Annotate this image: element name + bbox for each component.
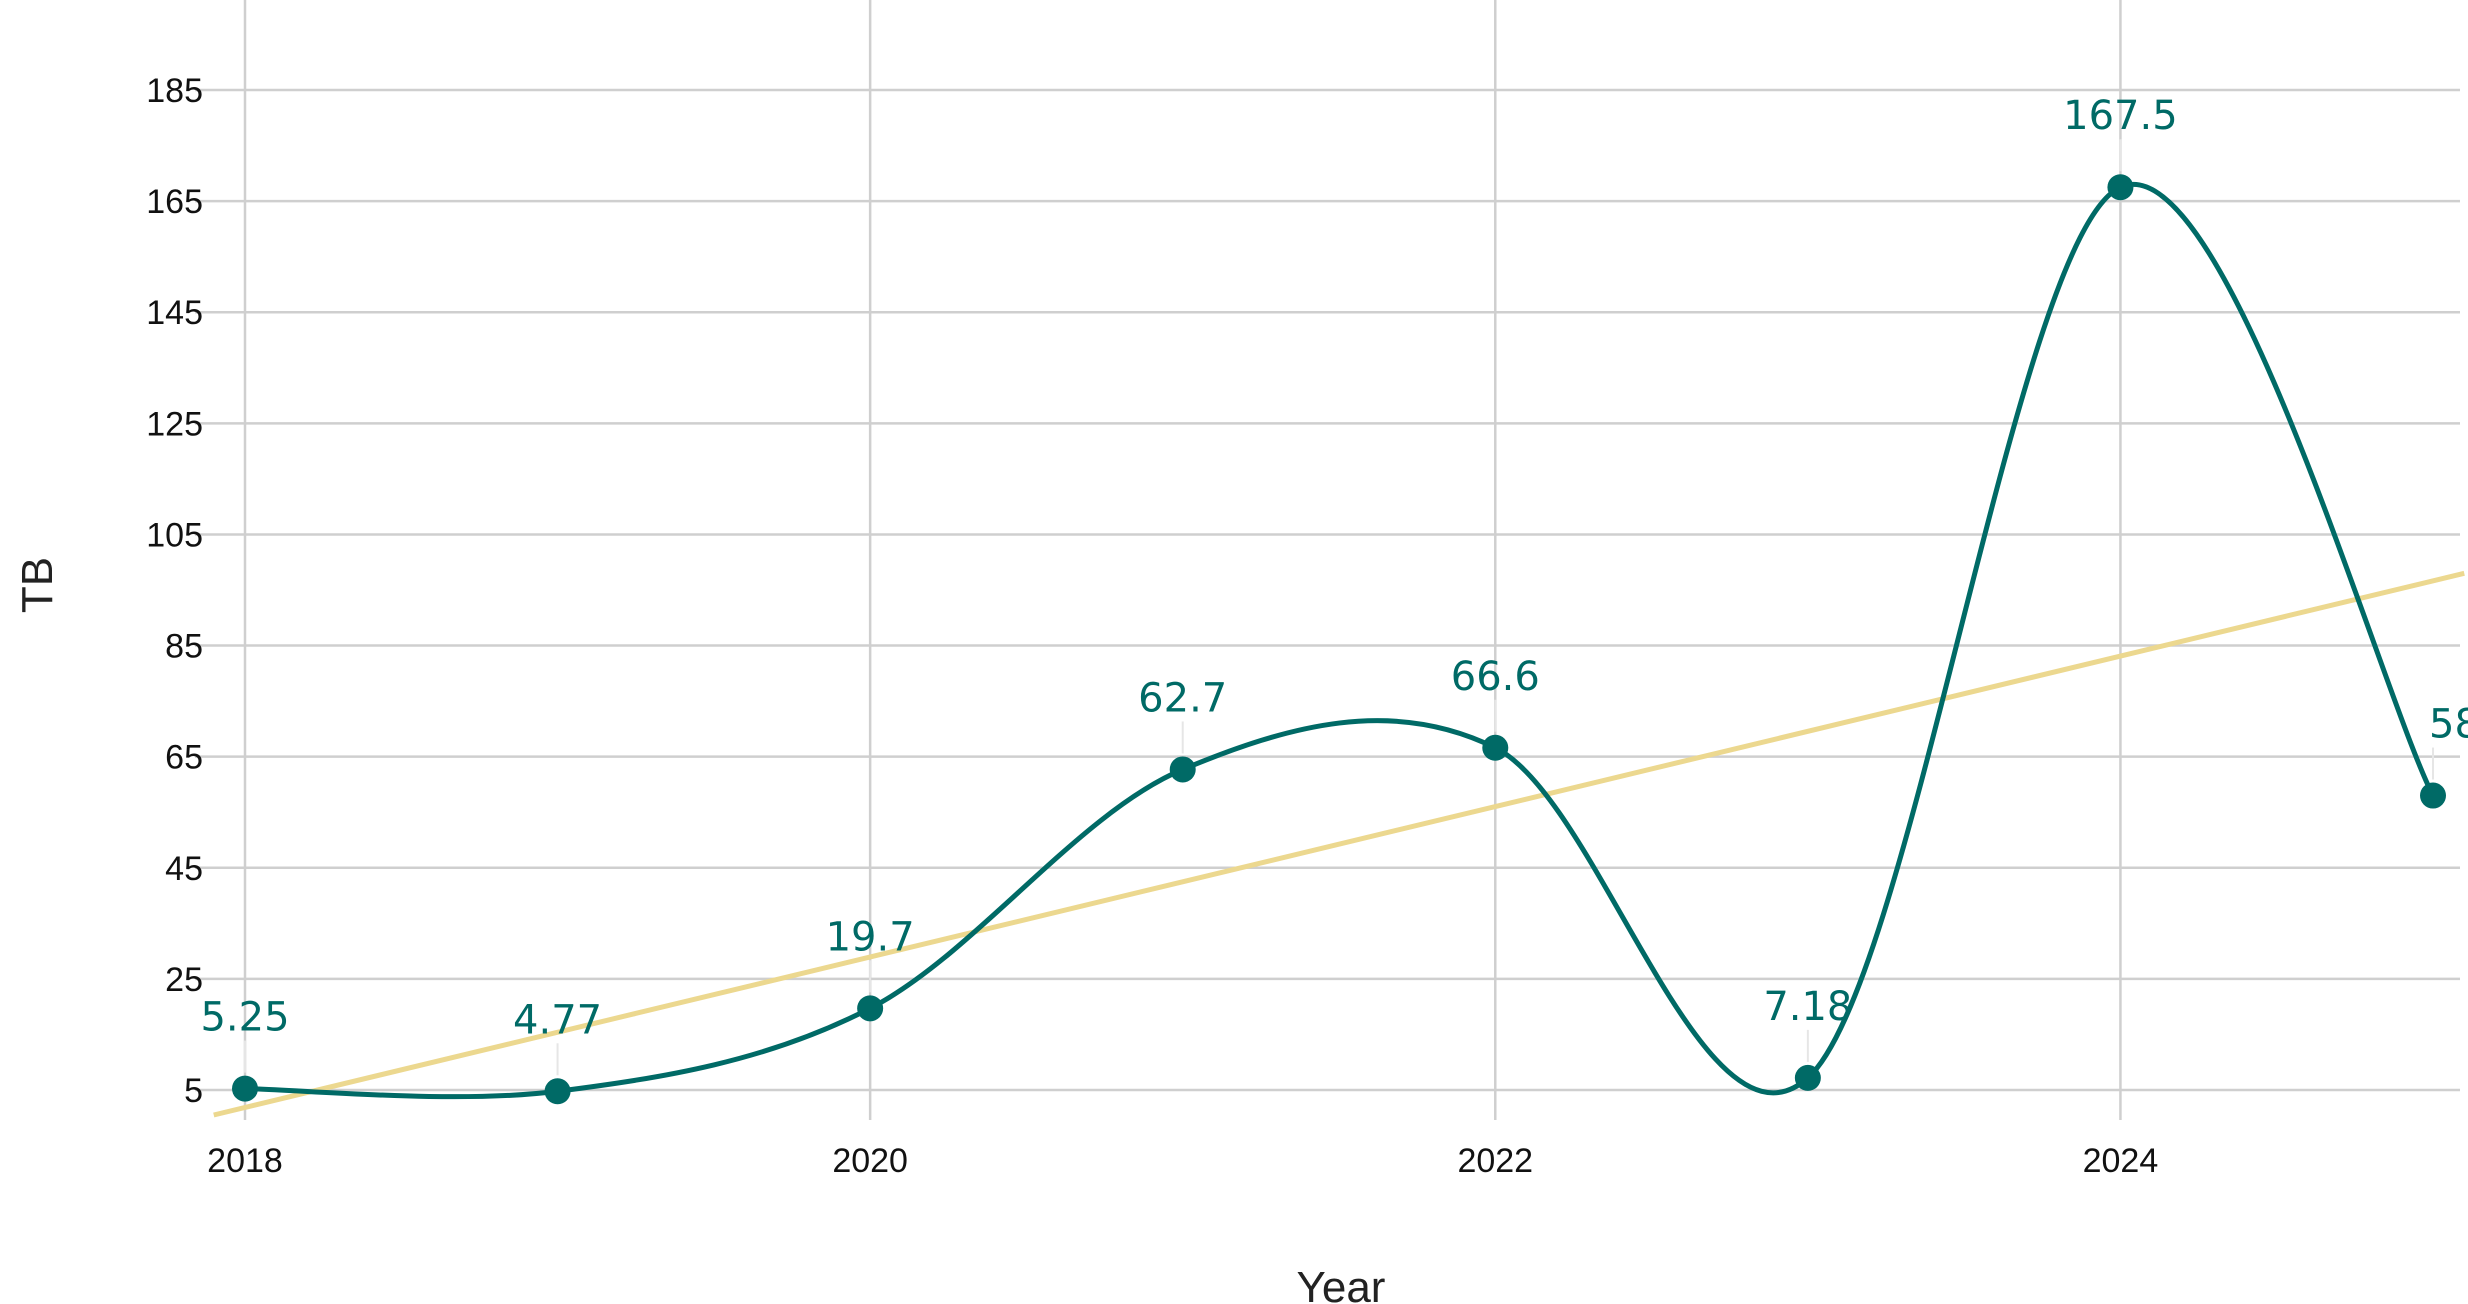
data-point — [2420, 782, 2446, 809]
data-label: 167.5 — [2063, 93, 2178, 139]
data-label: 19.7 — [826, 914, 915, 960]
data-label: 4.77 — [513, 997, 602, 1043]
series-layer — [232, 174, 2446, 1105]
x-tick-label: 2018 — [207, 1142, 283, 1180]
y-tick-label: 145 — [146, 294, 203, 332]
x-tick-label: 2022 — [1457, 1142, 1533, 1180]
data-label: 62.7 — [1138, 675, 1227, 721]
data-point — [1794, 1064, 1821, 1091]
x-axis-title: Year — [1297, 1263, 1386, 1304]
trendline — [213, 570, 2465, 1118]
y-tick-label: 125 — [146, 405, 203, 443]
y-tick-label: 165 — [146, 183, 203, 221]
data-point — [544, 1078, 571, 1105]
data-point — [1482, 734, 1509, 761]
grid — [195, 0, 2460, 1120]
x-tick-label: 2024 — [2083, 1142, 2159, 1180]
y-tick-label: 105 — [146, 516, 203, 554]
data-label: 66.6 — [1451, 654, 1540, 700]
x-tick-label: 2020 — [832, 1142, 908, 1180]
data-point — [2107, 174, 2134, 201]
trendline-layer — [213, 570, 2465, 1118]
y-tick-label: 5 — [184, 1072, 203, 1110]
series-line — [242, 181, 2436, 1100]
y-tick-label: 85 — [165, 628, 203, 666]
data-point — [857, 995, 884, 1022]
data-point — [1169, 756, 1196, 783]
data-label: 5.25 — [200, 995, 289, 1041]
y-tick-label: 185 — [146, 72, 203, 110]
data-label: 58 — [2429, 702, 2468, 748]
y-tick-label: 25 — [165, 961, 203, 999]
y-tick-label: 65 — [165, 739, 203, 777]
data-label-layer: 5.25 4.77 19.7 62.7 66.6 7.18 167.5 58 — [200, 93, 2468, 1076]
data-point — [232, 1075, 258, 1102]
y-axis-title: TB — [13, 557, 62, 613]
y-tick-label: 45 — [165, 850, 203, 888]
data-label: 7.18 — [1763, 984, 1852, 1030]
axis-layer: TB Year 5 25 45 65 85 105 125 145 165 185 2018 2020… — [13, 72, 2158, 1304]
